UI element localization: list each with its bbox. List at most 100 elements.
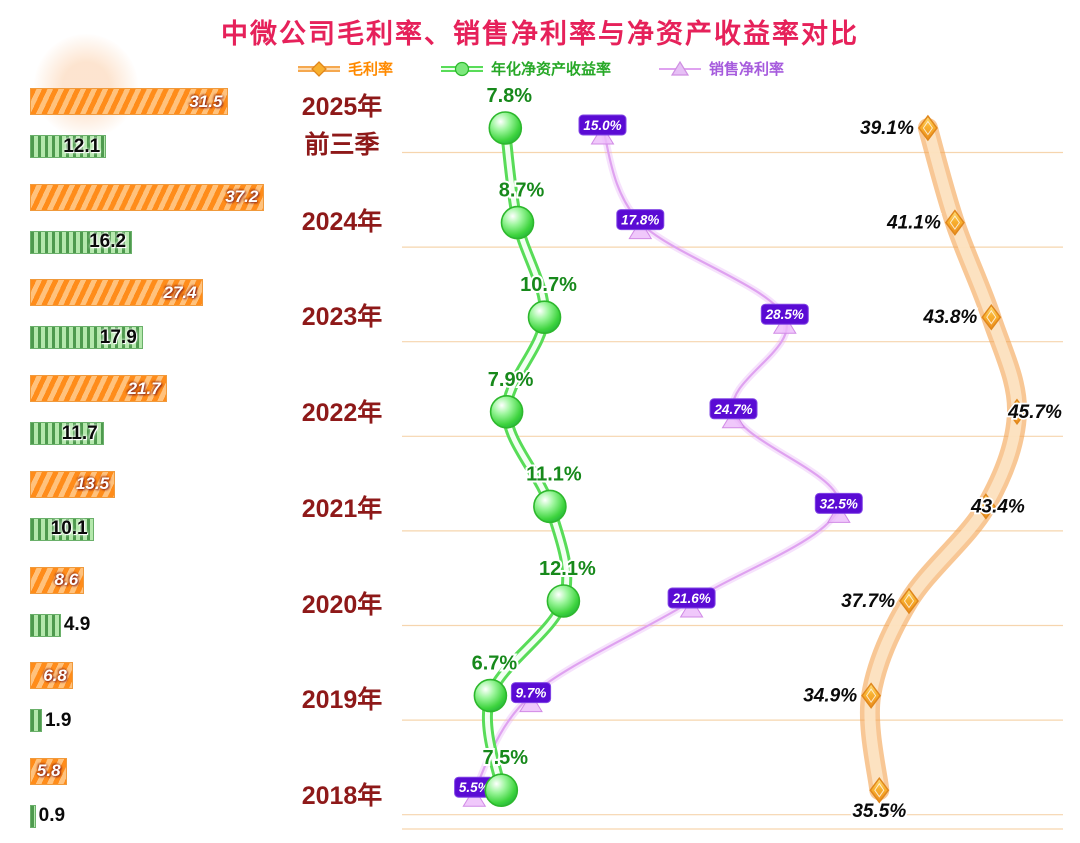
diamond-marker	[869, 776, 890, 804]
year-label: 2023年	[288, 279, 396, 355]
circle-marker	[488, 111, 523, 145]
circle-marker	[527, 300, 562, 335]
circle-marker	[546, 584, 581, 618]
net-margin-value-label: 5.5%	[459, 780, 490, 795]
bar-value-label: 1.9	[44, 709, 72, 731]
gross-value-bar: 37.2	[30, 183, 265, 211]
gross-value-bar: 13.5	[30, 470, 116, 498]
green-value-bar: 11.7	[30, 422, 104, 446]
bar-value-label: 16.2	[89, 231, 127, 253]
diamond-marker	[899, 587, 919, 615]
gross-margin-legend-icon	[297, 60, 340, 77]
net-margin-label-box	[667, 587, 716, 609]
gridlines	[402, 151, 1063, 830]
diamond-marker	[1007, 398, 1027, 426]
roe-value-label: 8.7%	[499, 180, 545, 202]
circle-marker	[489, 394, 524, 429]
legend: 毛利率 年化净资产收益率 销售净利率	[0, 58, 1080, 79]
net-margin-value-label: 24.7%	[713, 402, 752, 417]
gross-margin-value-label: 39.1%	[860, 118, 914, 139]
diamond-marker	[981, 303, 1002, 331]
net-margin-label-box	[760, 303, 809, 325]
legend-item-label: 年化净资产收益率	[490, 61, 611, 78]
legend-item-net-margin: 销售净利率	[657, 58, 784, 79]
circle-marker	[500, 205, 535, 240]
gross-value-bar: 21.7	[30, 375, 167, 403]
year-label: 2019年	[288, 662, 396, 738]
year-label: 2018年	[288, 758, 396, 834]
gross-value-bar: 8.6	[30, 566, 85, 594]
bar-value-label: 8.6	[54, 570, 79, 589]
net-margin-value-label: 21.6%	[671, 591, 710, 606]
net-margin-value-label: 15.0%	[583, 118, 621, 133]
net-margin-label-box	[616, 209, 665, 231]
bar-value-label: 0.9	[38, 805, 66, 827]
roe-legend-icon	[440, 61, 483, 76]
bar-value-label: 10.1	[50, 518, 88, 540]
roe-value-label: 7.9%	[488, 369, 534, 391]
year-label: 2020年	[288, 567, 396, 643]
net-margin-value-label: 17.8%	[621, 213, 659, 228]
gross-margin-value-label: 37.7%	[841, 591, 895, 612]
green-value-bar: 0.9	[30, 804, 65, 828]
gross-value-bar: 5.8	[30, 757, 67, 785]
legend-item-label: 毛利率	[347, 61, 393, 78]
legend-item-gross-margin: 毛利率	[296, 58, 393, 79]
bar-value-label: 21.7	[127, 378, 161, 398]
bar-value-label: 31.5	[189, 91, 223, 111]
year-label: 2022年	[288, 375, 396, 451]
year-label-line: 2025年	[301, 93, 383, 121]
year-label-line: 2018年	[301, 781, 383, 810]
gross-value-bar: 31.5	[30, 88, 229, 115]
year-label-line: 2024年	[301, 207, 383, 236]
bar-value-label: 12.1	[63, 135, 101, 157]
circle-marker	[533, 489, 567, 524]
bar-value-label: 17.9	[99, 326, 137, 348]
gross-value-bar: 6.8	[30, 662, 73, 690]
roe-value-label: 7.5%	[483, 747, 529, 769]
bar-value-label: 11.7	[61, 422, 98, 444]
year-label-line: 2023年	[301, 303, 383, 332]
bar-value-label: 13.5	[75, 474, 110, 494]
bar-value-label: 6.8	[43, 665, 67, 685]
gross-margin-series: 39.1% 41.1% 43.8% 45.7% 43.4% 37.7% 34.9% 35.5%	[801, 114, 1064, 824]
circle-marker	[473, 678, 508, 713]
legend-item-roe: 年化净资产收益率	[439, 58, 611, 79]
year-label: 2021年	[288, 471, 396, 547]
net-margin-value-label: 28.5%	[765, 307, 804, 322]
year-label-line: 2022年	[301, 399, 383, 428]
roe-value-label: 7.8%	[487, 85, 533, 107]
chart-title: 中微公司毛利率、销售净利率与净资产收益率对比	[221, 19, 859, 49]
green-value-bar: 17.9	[30, 326, 143, 350]
roe-value-label: 11.1%	[526, 463, 582, 485]
gross-margin-value-label: 45.7%	[1007, 402, 1062, 423]
year-label-line: 2021年	[301, 494, 383, 523]
green-value-bar: 1.9	[30, 709, 71, 733]
year-label-line: 2019年	[301, 686, 383, 715]
gross-margin-value-label: 43.8%	[922, 307, 977, 328]
green-value-bar: 4.9	[30, 613, 90, 637]
gross-margin-value-label: 34.9%	[803, 686, 857, 707]
gross-margin-value-label: 43.4%	[970, 496, 1025, 517]
diamond-marker	[917, 114, 938, 142]
diamond-marker	[944, 209, 965, 236]
net-margin-label-box	[578, 114, 627, 136]
roe-value-label: 6.7%	[472, 653, 518, 675]
diamond-marker	[861, 682, 882, 709]
circle-marker	[484, 773, 519, 808]
green-value-bar: 10.1	[30, 517, 94, 541]
year-label-line: 2020年	[301, 590, 383, 619]
year-label: 2025年 前三季	[288, 88, 396, 164]
net-margin-value-label: 32.5%	[820, 496, 858, 511]
green-value-bar: 12.1	[30, 135, 107, 158]
net-margin-label-box	[510, 682, 552, 704]
net-margin-value-label: 9.7%	[516, 686, 547, 701]
bar-value-label: 4.9	[63, 614, 91, 635]
bar-value-label: 5.8	[36, 761, 61, 781]
diamond-marker	[975, 493, 996, 520]
legend-item-label: 销售净利率	[709, 61, 785, 78]
gross-margin-value-label: 41.1%	[886, 213, 941, 234]
